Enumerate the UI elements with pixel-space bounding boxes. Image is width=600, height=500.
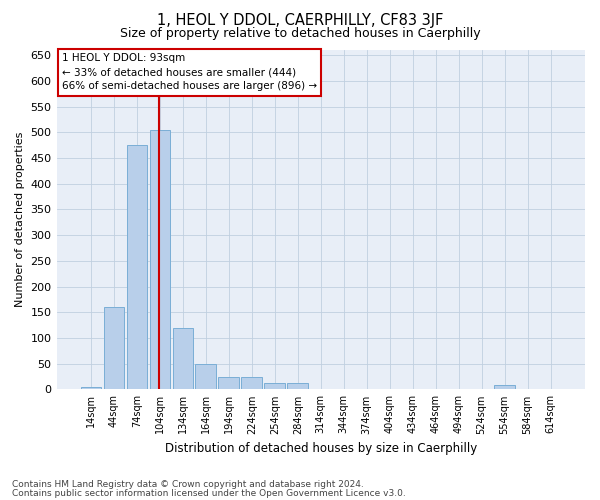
Bar — [104, 307, 124, 390]
Bar — [494, 386, 515, 390]
Bar — [265, 382, 285, 390]
Text: 1 HEOL Y DDOL: 93sqm
← 33% of detached houses are smaller (444)
66% of semi-deta: 1 HEOL Y DDOL: 93sqm ← 33% of detached h… — [62, 54, 317, 92]
Bar — [218, 376, 239, 390]
Bar — [196, 364, 216, 390]
Text: Contains HM Land Registry data © Crown copyright and database right 2024.: Contains HM Land Registry data © Crown c… — [12, 480, 364, 489]
Text: 1, HEOL Y DDOL, CAERPHILLY, CF83 3JF: 1, HEOL Y DDOL, CAERPHILLY, CF83 3JF — [157, 12, 443, 28]
Bar — [149, 130, 170, 390]
Text: Contains public sector information licensed under the Open Government Licence v3: Contains public sector information licen… — [12, 488, 406, 498]
Bar — [173, 328, 193, 390]
Y-axis label: Number of detached properties: Number of detached properties — [15, 132, 25, 308]
Text: Size of property relative to detached houses in Caerphilly: Size of property relative to detached ho… — [119, 28, 481, 40]
X-axis label: Distribution of detached houses by size in Caerphilly: Distribution of detached houses by size … — [164, 442, 477, 455]
Bar — [127, 145, 147, 390]
Bar — [80, 387, 101, 390]
Bar — [241, 376, 262, 390]
Bar — [287, 384, 308, 390]
